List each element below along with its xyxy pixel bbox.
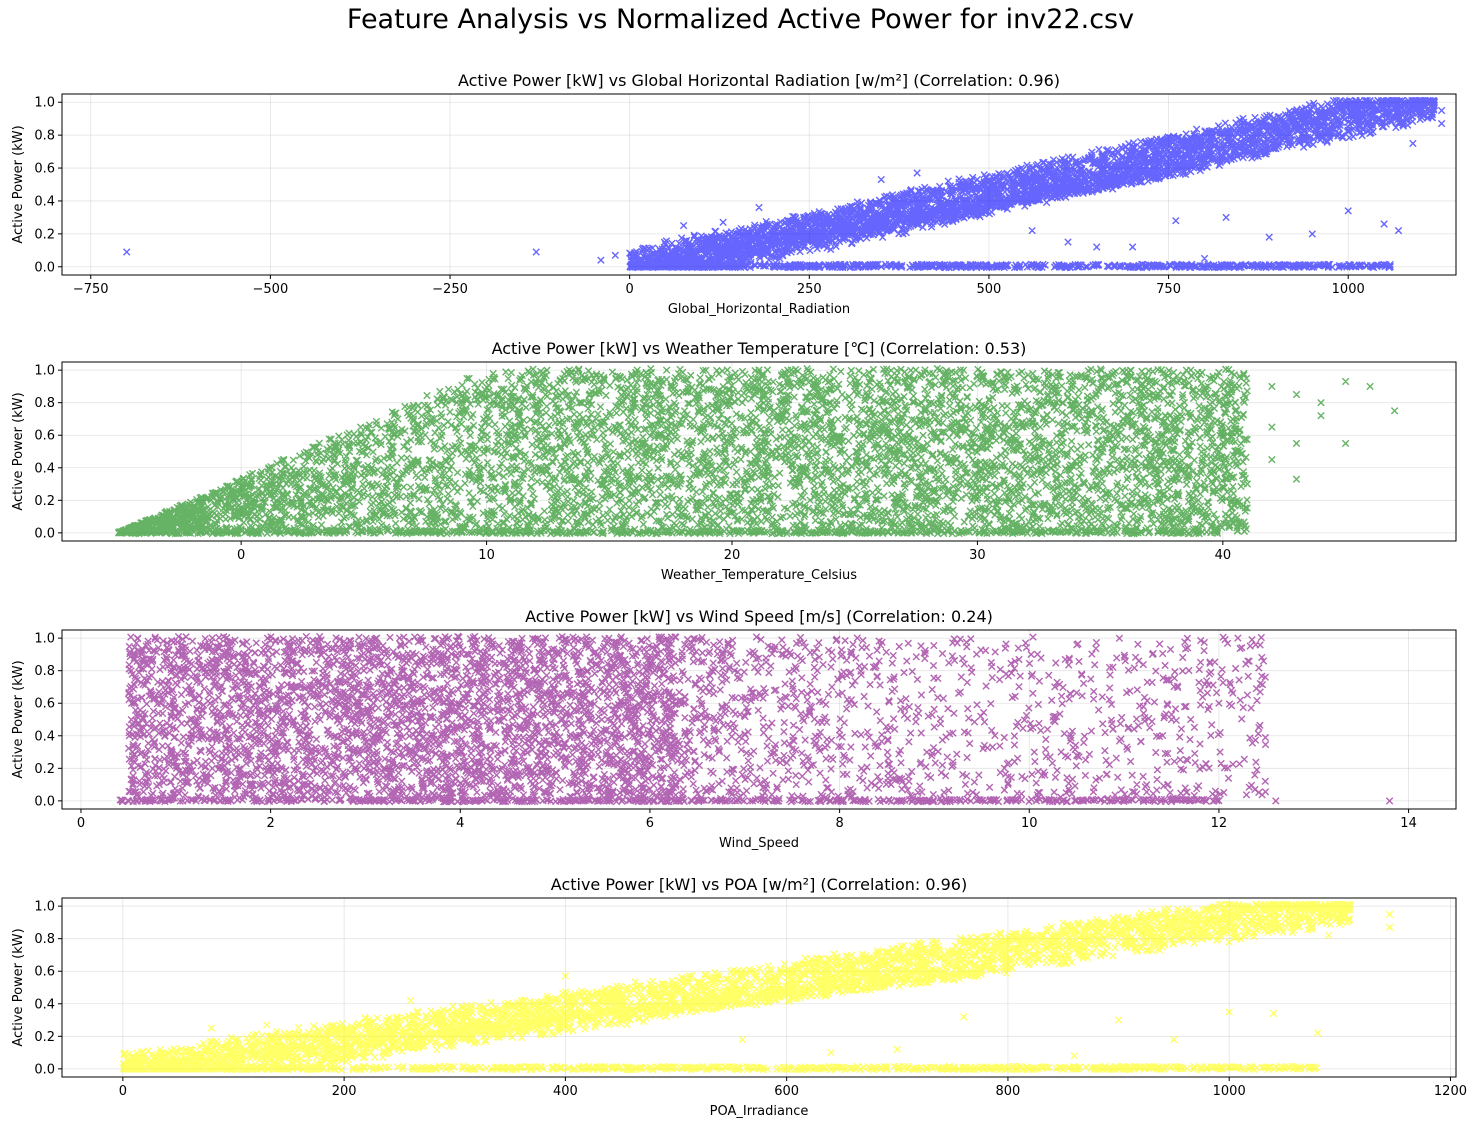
y-tick-label: 0.6 [34,429,55,444]
x-tick-label: 0 [119,1084,127,1099]
chart-panel-1: −750 −500 −250 0 250 500 750 1000 0.0 0.2 0.4 0.6 0.… [11,71,1457,317]
x-tick-label: 4 [456,816,464,831]
y-axis-label: Active Power (kW) [11,392,26,510]
y-tick-label: 0.0 [34,794,55,809]
y-tick-label: 0.6 [34,697,55,712]
x-axis-label: Wind_Speed [719,836,799,851]
y-tick-label: 0.0 [34,260,55,275]
chart-title: Active Power [kW] vs POA [w/m²] (Correla… [551,875,967,894]
y-tick-label: 1.0 [34,96,55,111]
chart-panel-4: 0 200 400 600 800 1000 1200 0.0 0.2 0.4 0.6 0.8 1.0 A… [11,875,1467,1119]
x-tick-label: 0 [626,282,634,297]
x-tick-label: 1000 [1332,282,1365,297]
chart-title: Active Power [kW] vs Weather Temperature… [492,339,1027,358]
axes-frame [61,361,1457,542]
chart-title: Active Power [kW] vs Global Horizontal R… [458,71,1060,90]
x-tick-label: 800 [996,1084,1021,1099]
x-tick-label: 6 [646,816,654,831]
x-axis-label: Global_Horizontal_Radiation [668,302,850,317]
x-tick-label: 750 [1156,282,1181,297]
x-tick-label: 30 [969,548,986,563]
x-tick-label: 20 [724,548,741,563]
y-tick-label: 0.4 [34,729,55,744]
axes-frame [61,629,1457,810]
x-tick-label: −500 [253,282,289,297]
x-tick-label: 400 [553,1084,578,1099]
x-tick-label: 600 [774,1084,799,1099]
y-tick-label: 0.4 [34,194,55,209]
chart-title: Active Power [kW] vs Wind Speed [m/s] (C… [525,607,993,626]
scatter-points [116,632,1394,806]
x-axis-label: POA_Irradiance [710,1104,809,1119]
y-tick-label: 0.8 [34,664,55,679]
y-tick-label: 0.6 [34,162,55,177]
x-tick-label: 10 [1021,816,1038,831]
x-tick-label: 0 [77,816,85,831]
y-tick-label: 0.2 [34,494,55,509]
x-tick-label: 8 [835,816,843,831]
y-tick-label: 0.2 [34,1030,55,1045]
x-axis-label: Weather_Temperature_Celsius [661,568,857,583]
scatter-points [119,900,1394,1074]
scatter-markers [114,364,1399,538]
y-tick-label: 0.2 [34,762,55,777]
y-axis-label: Active Power (kW) [11,928,26,1046]
y-tick-label: 1.0 [34,632,55,647]
scatter-points [123,96,1446,272]
y-tick-label: 0.8 [34,129,55,144]
y-tick-label: 0.4 [34,997,55,1012]
y-tick-label: 0.8 [34,396,55,411]
y-tick-label: 1.0 [34,364,55,379]
y-tick-label: 1.0 [34,900,55,915]
x-tick-label: 12 [1211,816,1228,831]
x-tick-label: 14 [1400,816,1417,831]
chart-panel-3: 0 2 4 6 8 10 12 14 0.0 0.2 0.4 0.6 0.8 1.0 Active Powe… [11,607,1457,851]
y-tick-label: 0.4 [34,461,55,476]
y-tick-label: 0.0 [34,526,55,541]
scatter-markers [119,900,1394,1074]
y-tick-label: 0.0 [34,1062,55,1077]
axes-frame [61,897,1457,1078]
y-tick-label: 0.8 [34,932,55,947]
x-tick-label: 10 [478,548,495,563]
x-tick-label: 0 [237,548,245,563]
x-tick-label: 1200 [1434,1084,1467,1099]
y-axis-label: Active Power (kW) [11,660,26,778]
x-tick-label: 200 [332,1084,357,1099]
x-tick-label: 40 [1215,548,1232,563]
axes-frame [61,93,1457,276]
x-tick-label: 1000 [1213,1084,1246,1099]
x-tick-label: −250 [432,282,468,297]
y-tick-label: 0.2 [34,227,55,242]
x-tick-label: 500 [977,282,1002,297]
scatter-points [114,364,1399,538]
x-tick-label: 250 [797,282,822,297]
x-tick-label: 2 [266,816,274,831]
y-tick-label: 0.6 [34,965,55,980]
scatter-markers [123,96,1446,272]
y-axis-label: Active Power (kW) [11,125,26,243]
chart-panel-2: 0 10 20 30 40 0.0 0.2 0.4 0.6 0.8 1.0 Active Power … [11,339,1457,583]
scatter-markers [116,632,1394,806]
x-tick-label: −750 [73,282,109,297]
figure-title: Feature Analysis vs Normalized Active Po… [346,4,1135,35]
